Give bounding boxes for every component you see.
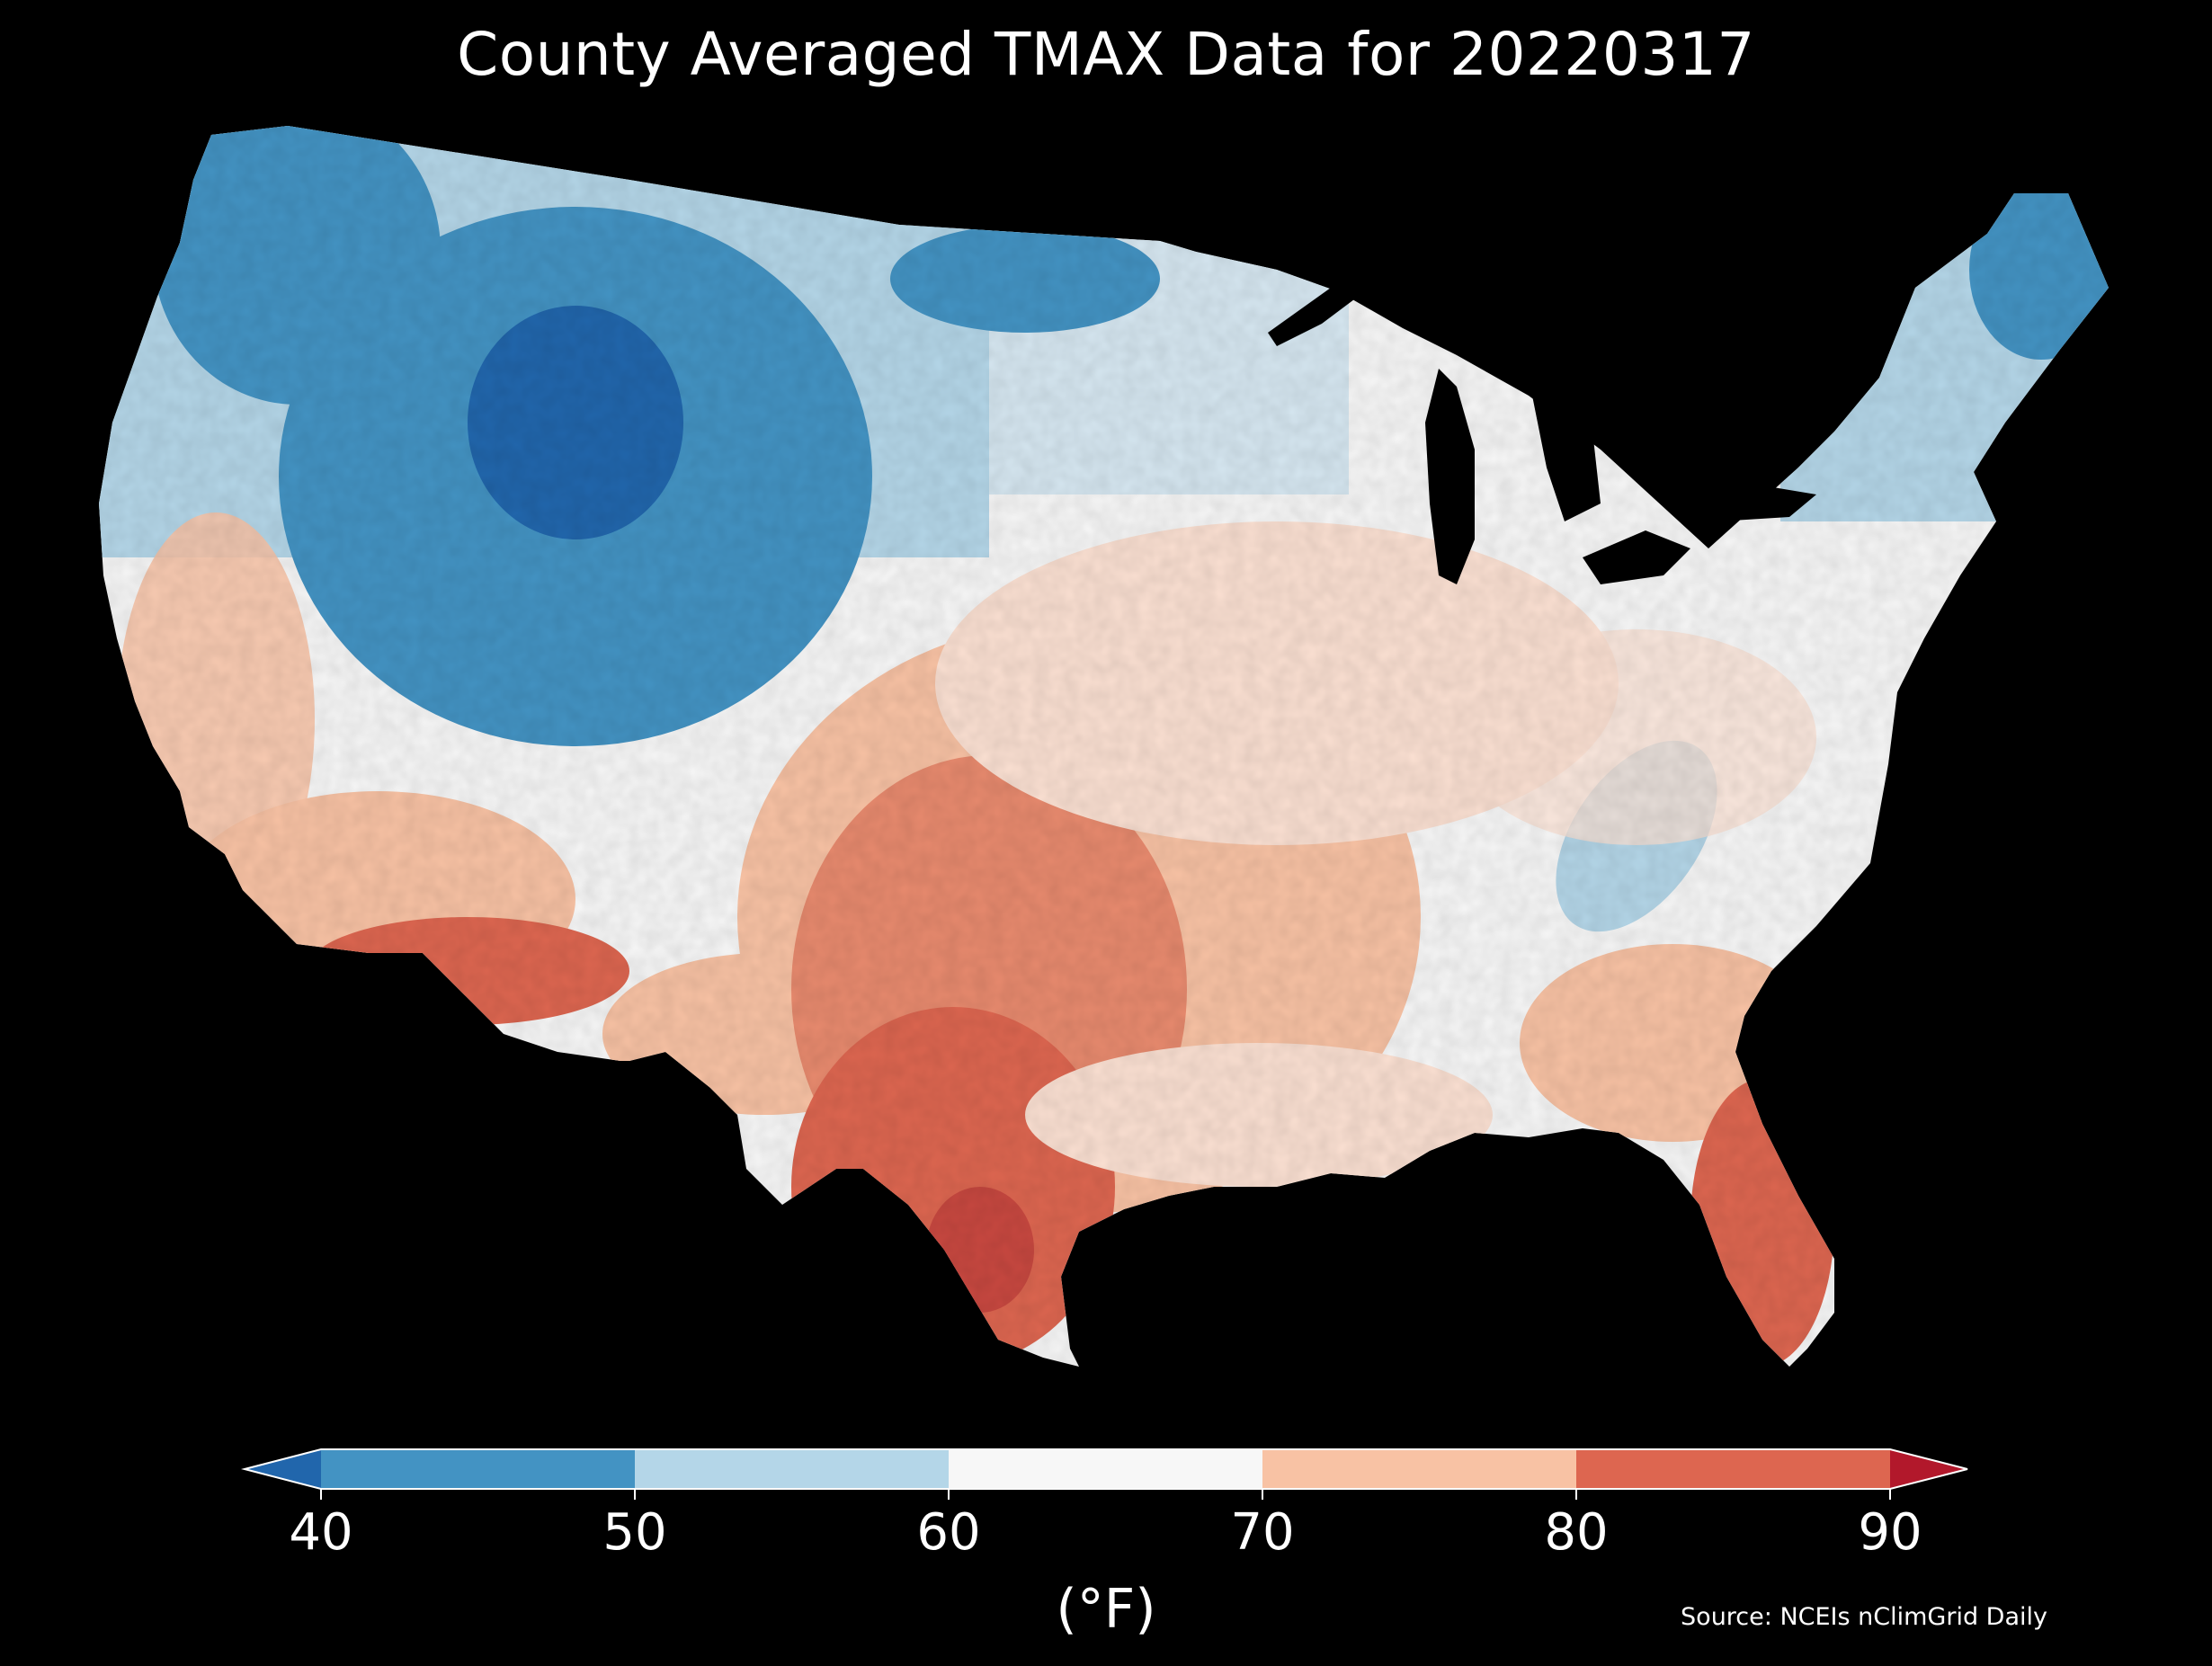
source-credit: Source: NCEIs nClimGrid Daily <box>1681 1603 2047 1631</box>
great-lakes <box>1268 270 1816 584</box>
map-title: County Averaged TMAX Data for 20220317 <box>457 20 1755 89</box>
colorbar-tick-label-70: 70 <box>1230 1503 1295 1562</box>
colorbar-bin-70-80 <box>1262 1449 1576 1489</box>
colorbar-bin-40-50 <box>321 1449 635 1489</box>
colorbar-tick-label-40: 40 <box>289 1503 353 1562</box>
colorbar-extend-low <box>245 1449 321 1489</box>
colorbar-tick-label-60: 60 <box>916 1503 981 1562</box>
colorbar-unit-label: (°F) <box>1056 1578 1156 1641</box>
colorbar-tick-label-80: 80 <box>1544 1503 1609 1562</box>
colorbar-bin-50-60 <box>635 1449 949 1489</box>
colorbar-extend-high <box>1890 1449 1967 1489</box>
colorbar-tick-label-90: 90 <box>1858 1503 1922 1562</box>
colorbar-bin-60-70 <box>949 1449 1262 1489</box>
colorbar-bin-80-90 <box>1576 1449 1890 1489</box>
colorbar-tick-label-50: 50 <box>602 1503 667 1562</box>
